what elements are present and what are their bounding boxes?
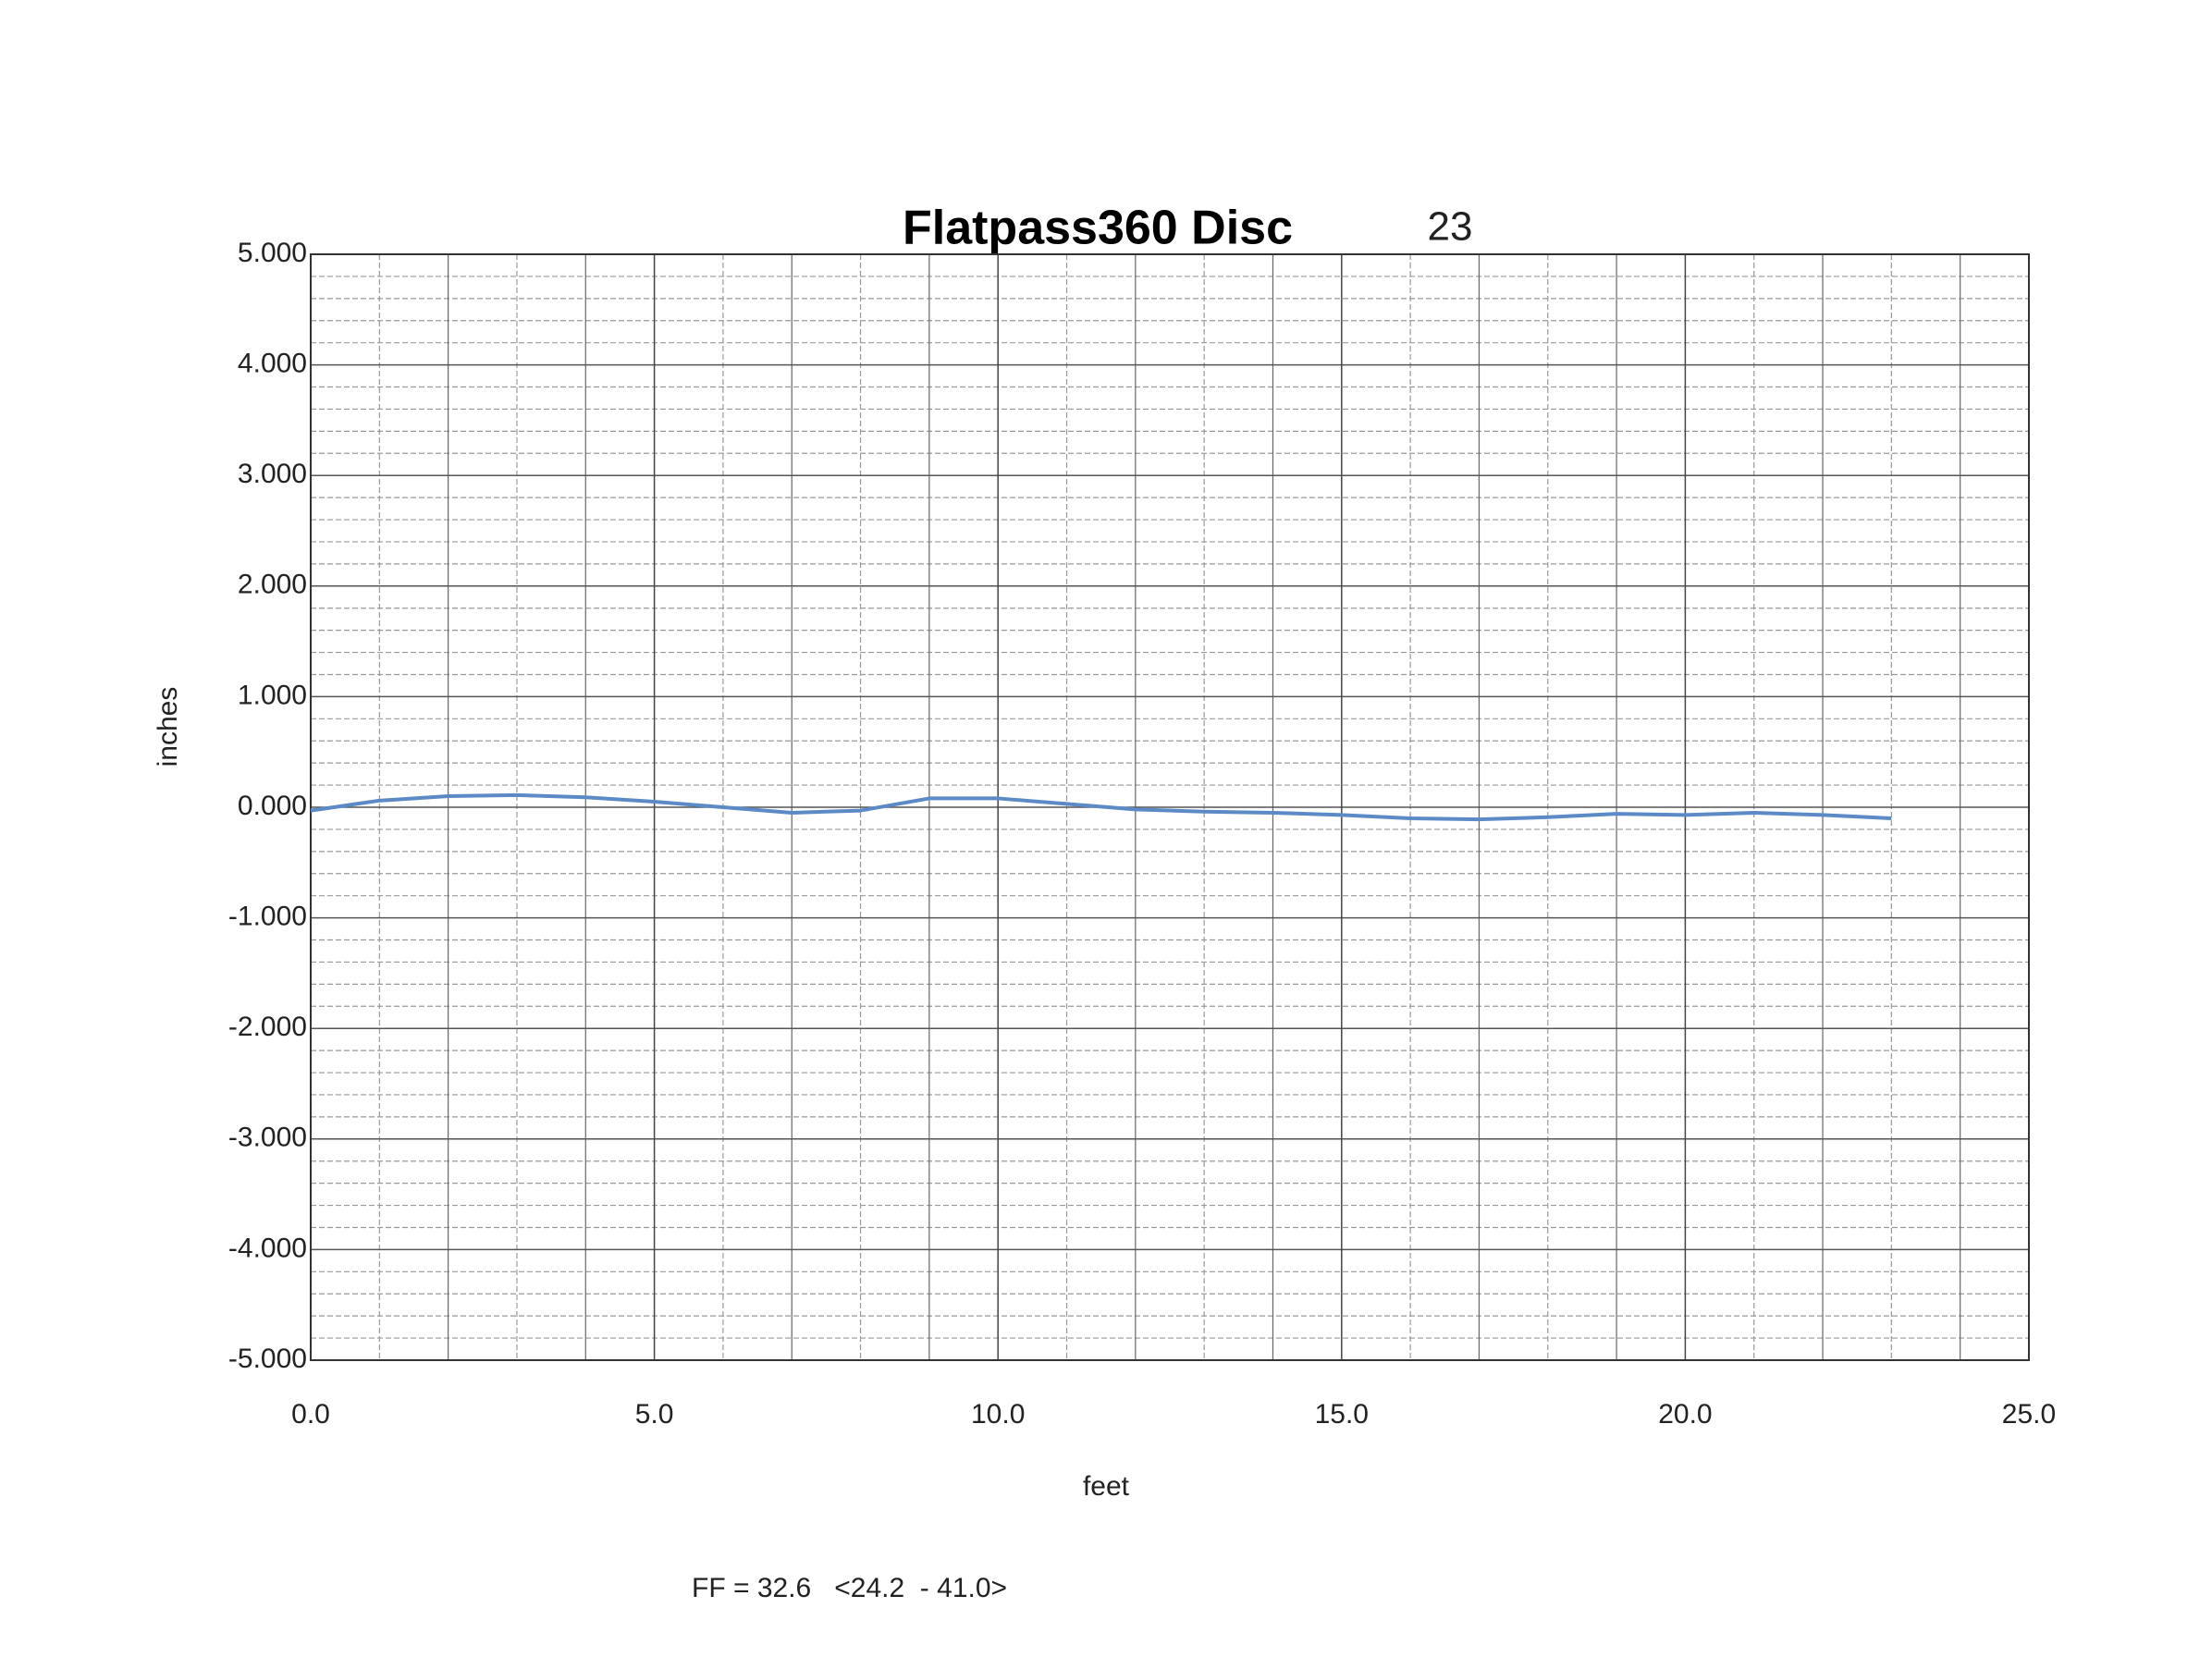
y-tick-label: 5.000: [238, 238, 307, 268]
y-tick-label: 3.000: [238, 459, 307, 489]
annotation: 23: [1428, 204, 1473, 250]
y-tick-label: 0.000: [238, 791, 307, 821]
y-tick-label: -1.000: [228, 902, 307, 932]
x-tick-label: 25.0: [2002, 1399, 2056, 1430]
x-tick-label: 0.0: [291, 1399, 330, 1430]
y-tick-label: -4.000: [228, 1233, 307, 1263]
x-tick-label: 20.0: [1658, 1399, 1712, 1430]
x-tick-label: 15.0: [1315, 1399, 1369, 1430]
y-tick-label: 4.000: [238, 349, 307, 379]
chart-title: Flatpass360 Disc: [903, 202, 1293, 255]
y-axis-label: inches: [153, 687, 183, 767]
y-tick-label: -3.000: [228, 1123, 307, 1153]
plot-frame: [310, 253, 2030, 1361]
y-tick-label: -2.000: [228, 1012, 307, 1042]
x-tick-label: 10.0: [971, 1399, 1025, 1430]
footer: FF = 32.6 <24.2 - 41.0>: [692, 1573, 1007, 1603]
y-tick-label: -5.000: [228, 1344, 307, 1374]
x-tick-label: 5.0: [635, 1399, 674, 1430]
x-axis-label: feet: [1083, 1471, 1130, 1502]
y-tick-label: 1.000: [238, 680, 307, 710]
data-line: [310, 792, 1892, 822]
y-tick-label: 2.000: [238, 570, 307, 600]
